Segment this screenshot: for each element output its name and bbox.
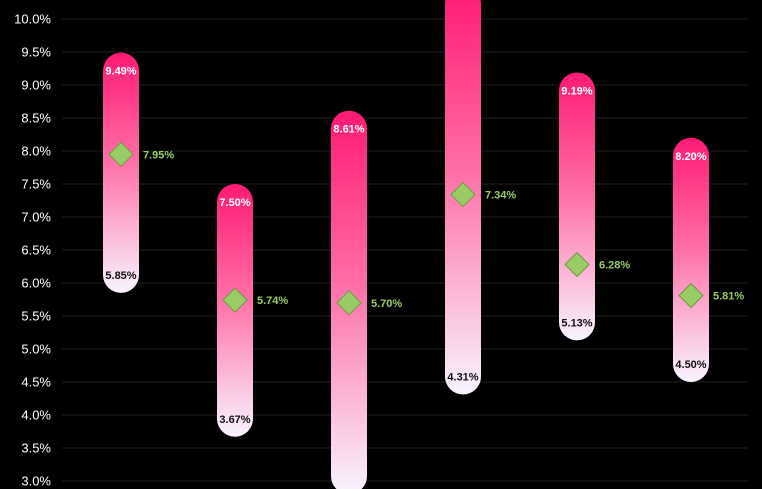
high-value-label: 7.50%: [219, 197, 250, 209]
midpoint-marker: [108, 141, 134, 168]
midpoint-label: 5.81%: [713, 291, 744, 303]
y-tick-label: 3.0%: [21, 474, 51, 489]
range-bar: [673, 137, 709, 382]
midpoint-label: 5.74%: [257, 295, 288, 307]
high-value-label: 8.61%: [333, 124, 364, 136]
labels: 9.49% 5.85% 7.95% 7.50% 3.67% 5.74% 8.61% 5.70%…: [105, 66, 744, 426]
range-bar: [559, 72, 595, 341]
y-tick-label: 7.5%: [21, 177, 51, 192]
bars: [103, 0, 709, 489]
midpoint-label: 5.70%: [371, 298, 402, 310]
low-value-label: 4.31%: [447, 372, 478, 384]
y-tick-label: 7.0%: [21, 210, 51, 225]
midpoint-label: 7.34%: [485, 190, 516, 202]
high-value-label: 9.19%: [561, 85, 592, 97]
y-tick-label: 8.5%: [21, 111, 51, 126]
low-value-label: 4.50%: [675, 359, 706, 371]
y-tick-label: 6.5%: [21, 243, 51, 258]
midpoint-label: 7.95%: [143, 149, 174, 161]
y-tick-label: 8.0%: [21, 144, 51, 159]
midpoint-marker: [336, 290, 362, 316]
y-tick-label: 6.0%: [21, 276, 51, 291]
y-tick-label: 9.5%: [21, 45, 51, 60]
gridlines: [62, 18, 748, 482]
y-tick-label: 10.0%: [14, 12, 51, 27]
y-tick-label: 4.0%: [21, 408, 51, 423]
midpoint-marker: [222, 287, 248, 313]
y-tick-label: 5.5%: [21, 309, 51, 324]
y-tick-label: 4.5%: [21, 375, 51, 390]
low-value-label: 3.67%: [219, 414, 250, 426]
low-value-label: 5.85%: [105, 270, 136, 282]
high-value-label: 8.20%: [675, 151, 706, 163]
midpoint-label: 6.28%: [599, 260, 630, 272]
y-axis: 3.0% 3.5% 4.0% 4.5% 5.0% 5.5% 6.0% 6.5% 7.0% 7.5%…: [14, 12, 51, 489]
midpoint-marker: [450, 181, 476, 208]
y-tick-label: 9.0%: [21, 78, 51, 93]
y-tick-label: 3.5%: [21, 441, 51, 456]
high-value-label: 9.49%: [105, 66, 136, 78]
midpoint-marker: [678, 282, 704, 309]
midpoint-marker: [564, 251, 590, 278]
low-value-label: 5.13%: [561, 317, 592, 329]
y-tick-label: 5.0%: [21, 342, 51, 357]
range-bar: [103, 52, 139, 293]
